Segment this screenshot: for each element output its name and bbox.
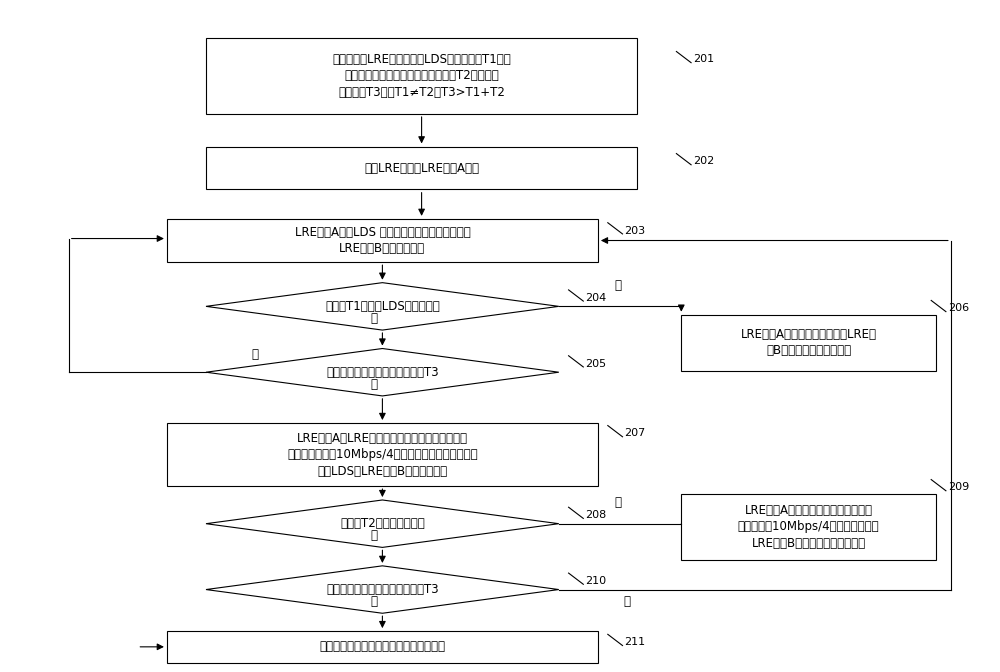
- Text: 否: 否: [370, 529, 378, 542]
- Text: 是: 是: [614, 279, 621, 292]
- Polygon shape: [206, 566, 559, 614]
- FancyBboxPatch shape: [681, 494, 936, 560]
- Polygon shape: [206, 283, 559, 330]
- Text: 确定本次链路协商过程失败，本流程结束: 确定本次链路协商过程失败，本流程结束: [319, 640, 445, 653]
- Text: 208: 208: [585, 510, 607, 520]
- Text: 204: 204: [585, 293, 607, 303]
- FancyBboxPatch shape: [167, 631, 598, 663]
- FancyBboxPatch shape: [167, 219, 598, 262]
- Text: 209: 209: [948, 482, 969, 493]
- Text: LRE设备A将LRE端口设置为支持超长传输距离的
工作模式，如：10Mbps/4对线工作模式，通过该端口
使用LDS与LRE设备B进行链路协商: LRE设备A将LRE端口设置为支持超长传输距离的 工作模式，如：10Mbps/4…: [287, 431, 478, 478]
- FancyBboxPatch shape: [206, 146, 637, 190]
- Text: LRE设备A使用LDS 自协商模式与链路对端设备：
LRE设备B进行链路协商: LRE设备A使用LDS 自协商模式与链路对端设备： LRE设备B进行链路协商: [295, 226, 470, 255]
- FancyBboxPatch shape: [681, 314, 936, 370]
- Text: 是否在T1时长内LDS自协商成功: 是否在T1时长内LDS自协商成功: [325, 300, 440, 313]
- Text: 是否在T2时长内协商成功: 是否在T2时长内协商成功: [340, 517, 425, 530]
- Text: 否: 否: [370, 378, 378, 390]
- Text: 201: 201: [693, 54, 714, 65]
- Text: LRE设备A采用支持超长传输距离的工
作模式如：10Mbps/4对线工作模式与
LRE设备B进行通信，本流程结束: LRE设备A采用支持超长传输距离的工 作模式如：10Mbps/4对线工作模式与 …: [738, 504, 880, 550]
- Text: LRE设备A采用当前工作模式与LRE设
备B进行通信，本流程结束: LRE设备A采用当前工作模式与LRE设 备B进行通信，本流程结束: [741, 328, 877, 358]
- Text: 是: 是: [614, 496, 621, 509]
- Text: 202: 202: [693, 157, 714, 167]
- Text: 预先在每个LRE设备上配置LDS自协商时长T1、支
持超长传输距离工作模式的协商时长T2和链路协
商总时长T3，且T1≠T2，T3>T1+T2: 预先在每个LRE设备上配置LDS自协商时长T1、支 持超长传输距离工作模式的协商…: [332, 53, 511, 99]
- Text: 210: 210: [585, 576, 606, 586]
- Text: 本次链路协商总时长是否不小于T3: 本次链路协商总时长是否不小于T3: [326, 583, 439, 596]
- Text: 否: 否: [370, 312, 378, 325]
- Text: 205: 205: [585, 359, 606, 369]
- FancyBboxPatch shape: [167, 423, 598, 486]
- Text: 是: 是: [370, 595, 378, 608]
- FancyBboxPatch shape: [206, 38, 637, 114]
- Polygon shape: [206, 349, 559, 396]
- Text: 211: 211: [624, 637, 646, 647]
- Text: 207: 207: [624, 429, 646, 438]
- Text: 任一LRE设备：LRE设备A上电: 任一LRE设备：LRE设备A上电: [364, 161, 479, 175]
- Text: 否: 否: [624, 595, 631, 608]
- Text: 本次链路协商总时长是否不小于T3: 本次链路协商总时长是否不小于T3: [326, 366, 439, 379]
- Text: 206: 206: [948, 303, 969, 313]
- Text: 是: 是: [252, 348, 258, 361]
- Polygon shape: [206, 500, 559, 548]
- Text: 203: 203: [624, 226, 646, 236]
